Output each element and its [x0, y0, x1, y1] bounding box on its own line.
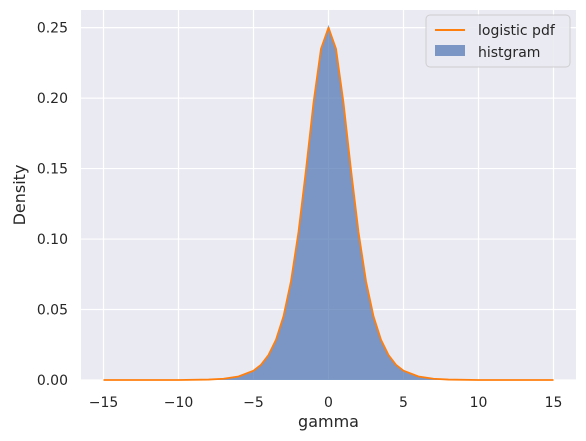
- x-tick-label: 5: [399, 395, 408, 411]
- x-tick-label: 0: [324, 395, 333, 411]
- y-tick-label: 0.25: [37, 21, 68, 37]
- x-tick-label: 15: [545, 395, 563, 411]
- y-tick-label: 0.05: [37, 303, 68, 319]
- y-tick-label: 0.10: [37, 232, 68, 248]
- histogram-area: [103, 24, 554, 381]
- x-tick-label: −15: [89, 395, 119, 411]
- histogram-fill: [103, 24, 554, 381]
- x-tick-labels: −15 −10 −5 0 5 10 15: [89, 395, 563, 411]
- legend-label-hist: histgram: [478, 45, 540, 61]
- y-tick-labels: 0.00 0.05 0.10 0.15 0.20 0.25: [37, 21, 68, 389]
- legend-hist-swatch: [435, 45, 465, 56]
- x-tick-label: −5: [243, 395, 264, 411]
- x-tick-label: 10: [470, 395, 488, 411]
- logistic-pdf-line: [103, 26, 554, 381]
- logistic-pdf-curve: [103, 26, 554, 381]
- legend: logistic pdf histgram: [425, 14, 571, 68]
- y-tick-label: 0.15: [37, 162, 68, 178]
- y-tick-label: 0.00: [37, 373, 68, 389]
- x-tick-label: −10: [164, 395, 194, 411]
- y-axis-label: Density: [10, 165, 29, 226]
- x-axis-label: gamma: [298, 412, 359, 431]
- legend-label-line: logistic pdf: [478, 23, 556, 39]
- y-tick-label: 0.20: [37, 91, 68, 107]
